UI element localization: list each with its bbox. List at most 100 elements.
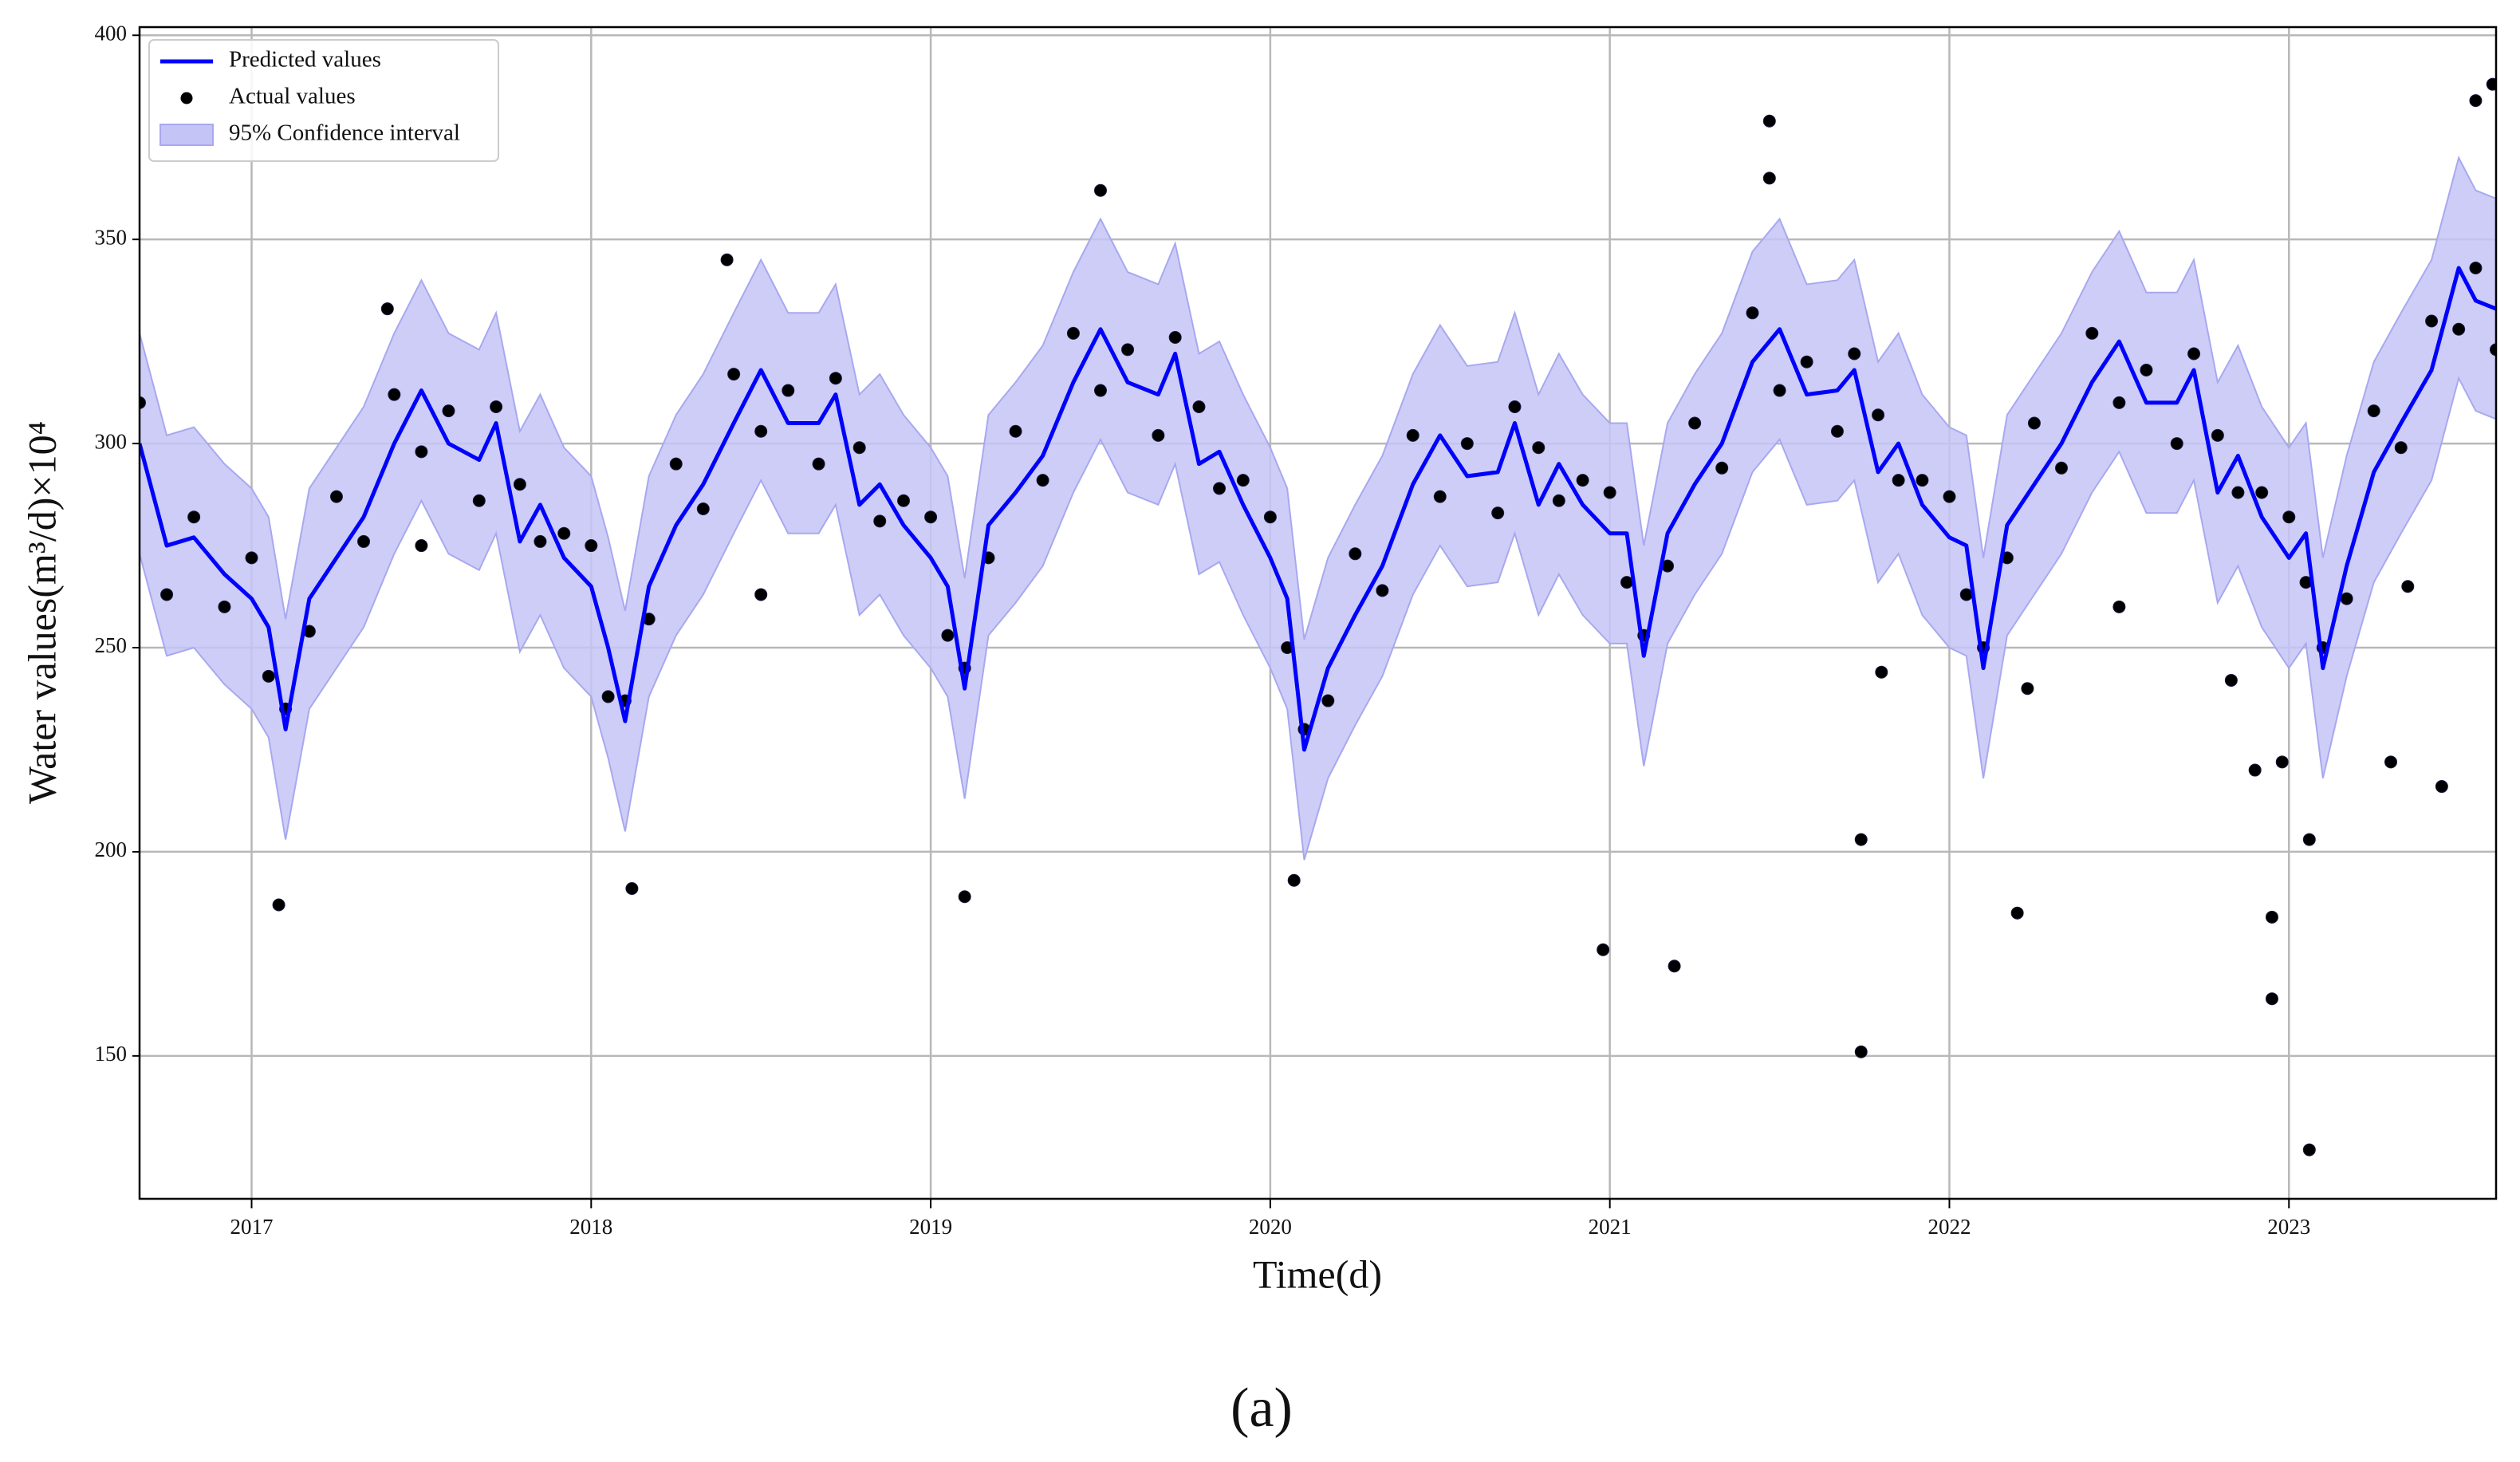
- predicted-line: [140, 266, 2496, 752]
- actual-point: [2027, 416, 2041, 430]
- data-layer: [140, 77, 2496, 1157]
- x-axis-label: Time(d): [1253, 1251, 1382, 1296]
- x-tick-label: 2022: [1927, 1215, 1971, 1239]
- actual-point: [2425, 314, 2439, 328]
- actual-point: [812, 457, 825, 471]
- actual-point: [557, 526, 571, 540]
- actual-point: [357, 534, 371, 548]
- plot-frame: [138, 26, 2498, 1200]
- actual-point: [1036, 474, 1049, 487]
- actual-point: [2265, 910, 2278, 924]
- actual-point: [2469, 94, 2483, 108]
- actual-point: [1854, 1045, 1868, 1058]
- legend: Predicted values Actual values 95% Confide…: [148, 39, 499, 162]
- actual-point: [1746, 306, 1759, 320]
- actual-point: [2054, 461, 2068, 475]
- x-tick-label: 2018: [569, 1215, 612, 1239]
- legend-box: [148, 39, 499, 162]
- actual-point: [1715, 461, 1729, 475]
- actual-point: [782, 384, 795, 397]
- actual-point: [1287, 873, 1301, 887]
- actual-point: [958, 890, 971, 904]
- actual-point: [669, 457, 683, 471]
- actual-point: [380, 302, 394, 316]
- actual-point: [1892, 474, 1905, 487]
- actual-point: [218, 600, 231, 613]
- x-tick-label: 2017: [230, 1215, 274, 1239]
- actual-point: [2486, 77, 2496, 91]
- actual-point: [873, 514, 887, 528]
- actual-point: [897, 494, 911, 507]
- actual-point: [2275, 755, 2289, 769]
- actual-point: [2010, 906, 2024, 920]
- actual-point: [1152, 428, 1165, 442]
- actual-point: [1236, 474, 1250, 487]
- actual-point: [2302, 833, 2316, 846]
- actual-point: [2435, 780, 2448, 794]
- actual-point: [754, 588, 768, 601]
- actual-point: [2248, 763, 2262, 777]
- x-tick-label: 2019: [909, 1215, 952, 1239]
- actual-point: [696, 502, 710, 515]
- actual-point: [490, 400, 503, 414]
- actual-point: [1762, 171, 1776, 185]
- actual-point: [2231, 486, 2245, 499]
- actual-point: [1688, 416, 1702, 430]
- actual-point: [272, 898, 285, 912]
- actual-point: [1349, 547, 1362, 561]
- actual-point: [941, 629, 955, 642]
- actual-point: [388, 388, 401, 401]
- actual-point: [1959, 588, 1973, 601]
- actual-point: [1532, 441, 1545, 455]
- caption: (a): [1230, 1377, 1293, 1439]
- y-tick-label: 350: [95, 225, 128, 249]
- actual-point: [1603, 486, 1616, 499]
- actual-point: [1620, 576, 1633, 589]
- actual-point: [329, 490, 343, 503]
- actual-point: [415, 445, 428, 459]
- legend-handle: [159, 124, 214, 146]
- x-tick-label: 2021: [1589, 1215, 1632, 1239]
- actual-point: [1213, 482, 1227, 495]
- actual-point: [1773, 384, 1786, 397]
- actual-point: [2302, 1143, 2316, 1157]
- actual-point: [2340, 592, 2353, 605]
- actual-point: [2384, 755, 2398, 769]
- actual-point: [2367, 404, 2380, 418]
- actual-point: [1093, 183, 1107, 197]
- actual-point: [2187, 347, 2201, 361]
- legend-label: Predicted values: [229, 47, 381, 73]
- actual-point: [1321, 694, 1335, 707]
- y-axis-label: Water values(m³/d)×10⁴: [19, 421, 64, 804]
- actual-point: [852, 441, 866, 455]
- actual-point: [1762, 114, 1776, 128]
- actual-point: [2490, 343, 2496, 357]
- x-tick-label: 2023: [2267, 1215, 2310, 1239]
- actual-point: [2112, 396, 2126, 409]
- actual-point: [1854, 833, 1868, 846]
- actual-point: [1597, 943, 1610, 956]
- actual-point: [829, 372, 842, 385]
- actual-point: [2021, 682, 2034, 696]
- actual-point: [262, 669, 275, 683]
- actual-point: [1168, 331, 1182, 345]
- actual-point: [1433, 490, 1447, 503]
- actual-point: [1800, 355, 1813, 368]
- actual-point: [2140, 363, 2153, 376]
- actual-point: [1875, 665, 1888, 679]
- actual-point: [1668, 960, 1681, 973]
- y-tick-label: 250: [95, 633, 128, 657]
- actual-point: [2394, 441, 2408, 455]
- actual-point: [1376, 584, 1389, 597]
- y-tick-label: 150: [95, 1042, 128, 1066]
- actual-point: [2211, 428, 2224, 442]
- actual-point: [1009, 424, 1022, 438]
- actual-point: [472, 494, 486, 507]
- actual-point: [1192, 400, 1206, 414]
- plot-area: 150 200 250 300 350 400 2017 2018 2019 2020 2021 20…: [95, 21, 2498, 1239]
- actual-point: [2452, 322, 2466, 336]
- actual-point: [2469, 261, 2483, 274]
- x-tick-label: 2020: [1249, 1215, 1292, 1239]
